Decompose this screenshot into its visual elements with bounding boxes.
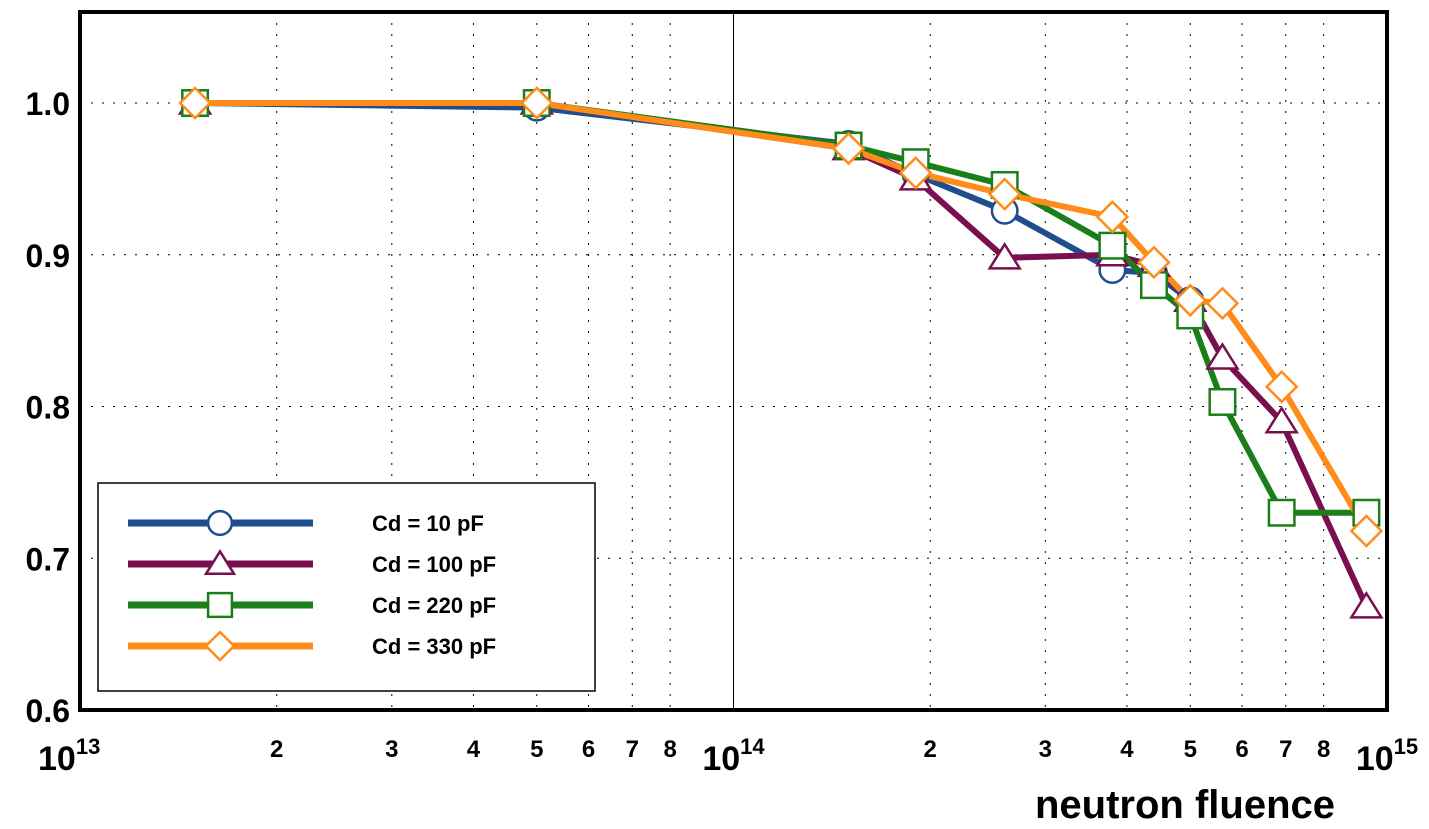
- data-point-diamond: [178, 86, 212, 120]
- legend-label: Cd = 10 pF: [372, 511, 484, 536]
- legend-item: Cd = 10 pF: [128, 509, 484, 537]
- x-tick-label: 2: [924, 736, 937, 763]
- data-point-diamond: [1349, 514, 1384, 548]
- x-tick-label-major: 1013: [38, 734, 100, 778]
- data-point-square: [1208, 387, 1237, 416]
- data-point-circle: [206, 509, 234, 537]
- data-point-triangle: [1264, 405, 1299, 434]
- legend-item: Cd = 220 pF: [128, 591, 496, 619]
- legend-item: Cd = 100 pF: [128, 549, 496, 577]
- data-point-triangle: [987, 241, 1022, 270]
- x-tick-label: 3: [385, 736, 398, 763]
- data-point-diamond: [1173, 283, 1208, 318]
- x-tick-label: 6: [1235, 736, 1248, 763]
- x-tick-label: 5: [1184, 736, 1197, 763]
- x-tick-label: 8: [663, 736, 676, 763]
- x-tick-label: 7: [626, 736, 639, 763]
- legend-label: Cd = 100 pF: [372, 552, 496, 577]
- legend-box: [97, 482, 596, 692]
- y-tick-label: 0.6: [26, 693, 70, 729]
- x-tick-label: 2: [270, 736, 283, 763]
- data-point-triangle: [203, 549, 237, 576]
- legend-label: Cd = 220 pF: [372, 593, 496, 618]
- x-tick-label-major: 1015: [1356, 734, 1418, 778]
- data-point-diamond: [1205, 286, 1240, 321]
- data-point-diamond: [987, 177, 1022, 211]
- y-tick-label: 0.7: [26, 541, 70, 577]
- legend-item: Cd = 330 pF: [128, 630, 496, 662]
- y-tick-label: 0.8: [26, 390, 70, 426]
- x-tick-label: 3: [1039, 736, 1052, 763]
- data-point-diamond: [1095, 200, 1130, 234]
- data-point-diamond: [898, 156, 933, 190]
- legend-items: Cd = 10 pF Cd = 100 pF Cd = 220 pF Cd = 330…: [128, 509, 496, 662]
- data-point-diamond: [831, 131, 866, 166]
- y-tick-label: 1.0: [26, 86, 70, 122]
- data-point-diamond: [520, 86, 554, 120]
- data-point-triangle: [1349, 590, 1384, 619]
- y-tick-label: 0.9: [26, 238, 70, 274]
- x-tick-label: 8: [1317, 736, 1330, 763]
- data-point-square: [206, 591, 234, 619]
- data-point-diamond: [204, 630, 236, 662]
- x-tick-label-major: 1014: [702, 734, 765, 778]
- x-tick-label: 7: [1279, 736, 1292, 763]
- x-tick-label: 4: [467, 736, 481, 763]
- data-point-diamond: [1137, 245, 1171, 280]
- x-axis-label: neutron fluence: [1035, 783, 1335, 827]
- data-point-square: [1267, 498, 1296, 527]
- x-tick-label: 5: [530, 736, 543, 763]
- data-point-square: [1098, 231, 1127, 260]
- legend: Cd = 10 pF Cd = 100 pF Cd = 220 pF Cd = 330…: [97, 482, 596, 692]
- data-point-diamond: [1264, 370, 1299, 404]
- series-markers: [177, 86, 1384, 619]
- plot-frame: [78, 10, 1389, 712]
- x-tick-label: 4: [1120, 736, 1134, 763]
- x-tick-label: 6: [582, 736, 595, 763]
- legend-label: Cd = 330 pF: [372, 634, 496, 659]
- data-point-triangle: [1205, 342, 1240, 370]
